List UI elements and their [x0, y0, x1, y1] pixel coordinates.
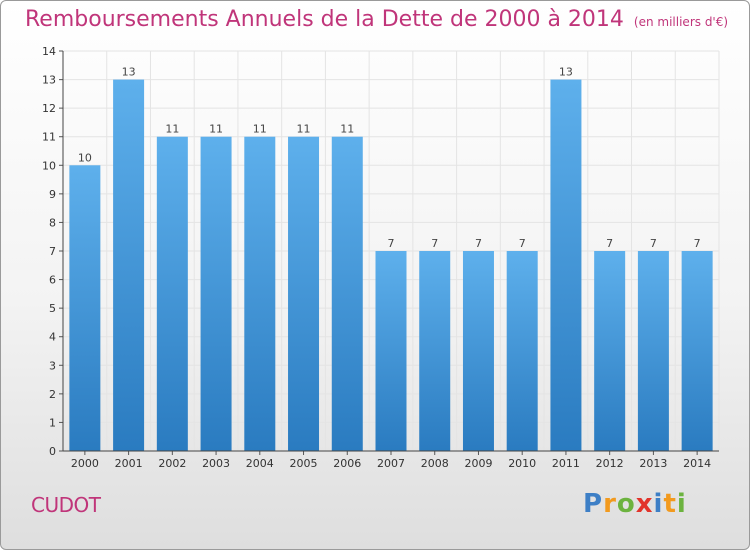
- value-label-2012: 7: [606, 237, 613, 250]
- x-tick-label: 2002: [158, 457, 186, 470]
- value-label-2002: 11: [165, 123, 179, 136]
- x-tick-label: 2006: [333, 457, 361, 470]
- y-tick-label: 8: [49, 216, 56, 229]
- y-tick-label: 13: [42, 74, 56, 87]
- x-tick-label: 2003: [202, 457, 230, 470]
- value-label-2004: 11: [253, 123, 267, 136]
- x-tick-label: 2004: [246, 457, 274, 470]
- bar-2008: [419, 251, 451, 451]
- x-tick-label: 2000: [71, 457, 99, 470]
- x-tick-label: 2005: [290, 457, 318, 470]
- y-tick-label: 14: [42, 45, 56, 58]
- bar-2014: [681, 251, 713, 451]
- logo-letter: i: [653, 489, 664, 519]
- x-tick-label: 2014: [683, 457, 711, 470]
- y-tick-label: 11: [42, 131, 56, 144]
- logo-letter: x: [635, 489, 654, 519]
- logo-letter: r: [603, 489, 617, 519]
- value-labels: 10 13 11 11 11 11 11 7 7 7 7 13 7 7 7: [78, 66, 701, 250]
- bar-2001: [113, 79, 145, 452]
- x-tick-label: 2013: [639, 457, 667, 470]
- value-label-2001: 13: [122, 66, 136, 79]
- y-tick-label: 12: [42, 102, 56, 115]
- x-tick-label: 2012: [596, 457, 624, 470]
- value-label-2008: 7: [431, 237, 438, 250]
- value-label-2006: 11: [340, 123, 354, 136]
- value-label-2005: 11: [297, 123, 311, 136]
- value-label-2007: 7: [388, 237, 395, 250]
- y-tick-label: 0: [49, 445, 56, 458]
- commune-name: CUDOT: [31, 493, 101, 517]
- y-tick-label: 6: [49, 274, 56, 287]
- bars: [69, 79, 713, 452]
- chart-title-text: Remboursements Annuels de la Dette de 20…: [25, 7, 624, 32]
- bar-2011: [550, 79, 582, 452]
- value-label-2014: 7: [694, 237, 701, 250]
- bar-2006: [331, 136, 363, 451]
- y-tick-label: 9: [49, 188, 56, 201]
- bar-2007: [375, 251, 407, 451]
- x-tick-label: 2008: [421, 457, 449, 470]
- logo-letter: t: [663, 489, 677, 519]
- bar-2005: [288, 136, 320, 451]
- y-tick-label: 5: [49, 302, 56, 315]
- x-tick-label: 2011: [552, 457, 580, 470]
- x-tick-label: 2010: [508, 457, 536, 470]
- bar-2009: [462, 251, 494, 451]
- bar-2012: [594, 251, 626, 451]
- bar-2010: [506, 251, 538, 451]
- y-tick-label: 3: [49, 359, 56, 372]
- chart-unit-note: (en milliers d'€): [633, 15, 729, 29]
- logo-letter: i: [676, 489, 687, 519]
- logo-letter: o: [616, 489, 636, 519]
- value-label-2000: 10: [78, 151, 92, 164]
- bar-2003: [200, 136, 232, 451]
- value-label-2013: 7: [650, 237, 657, 250]
- bar-2004: [244, 136, 276, 451]
- proxiti-logo: Proxiti: [583, 489, 687, 519]
- chart-title: Remboursements Annuels de la Dette de 20…: [25, 7, 728, 32]
- y-tick-label: 2: [49, 388, 56, 401]
- x-tick-label: 2007: [377, 457, 405, 470]
- x-tick-label: 2001: [115, 457, 143, 470]
- y-tick-label: 1: [49, 416, 56, 429]
- y-tick-label: 10: [42, 159, 56, 172]
- value-label-2011: 13: [559, 66, 573, 79]
- y-tick-label: 4: [49, 331, 56, 344]
- value-label-2009: 7: [475, 237, 482, 250]
- x-tick-label: 2009: [464, 457, 492, 470]
- bar-2013: [637, 251, 669, 451]
- logo-letter: P: [583, 489, 604, 519]
- value-label-2003: 11: [209, 123, 223, 136]
- bar-2002: [156, 136, 188, 451]
- value-label-2010: 7: [519, 237, 526, 250]
- bar-2000: [69, 165, 101, 452]
- y-tick-label: 7: [49, 245, 56, 258]
